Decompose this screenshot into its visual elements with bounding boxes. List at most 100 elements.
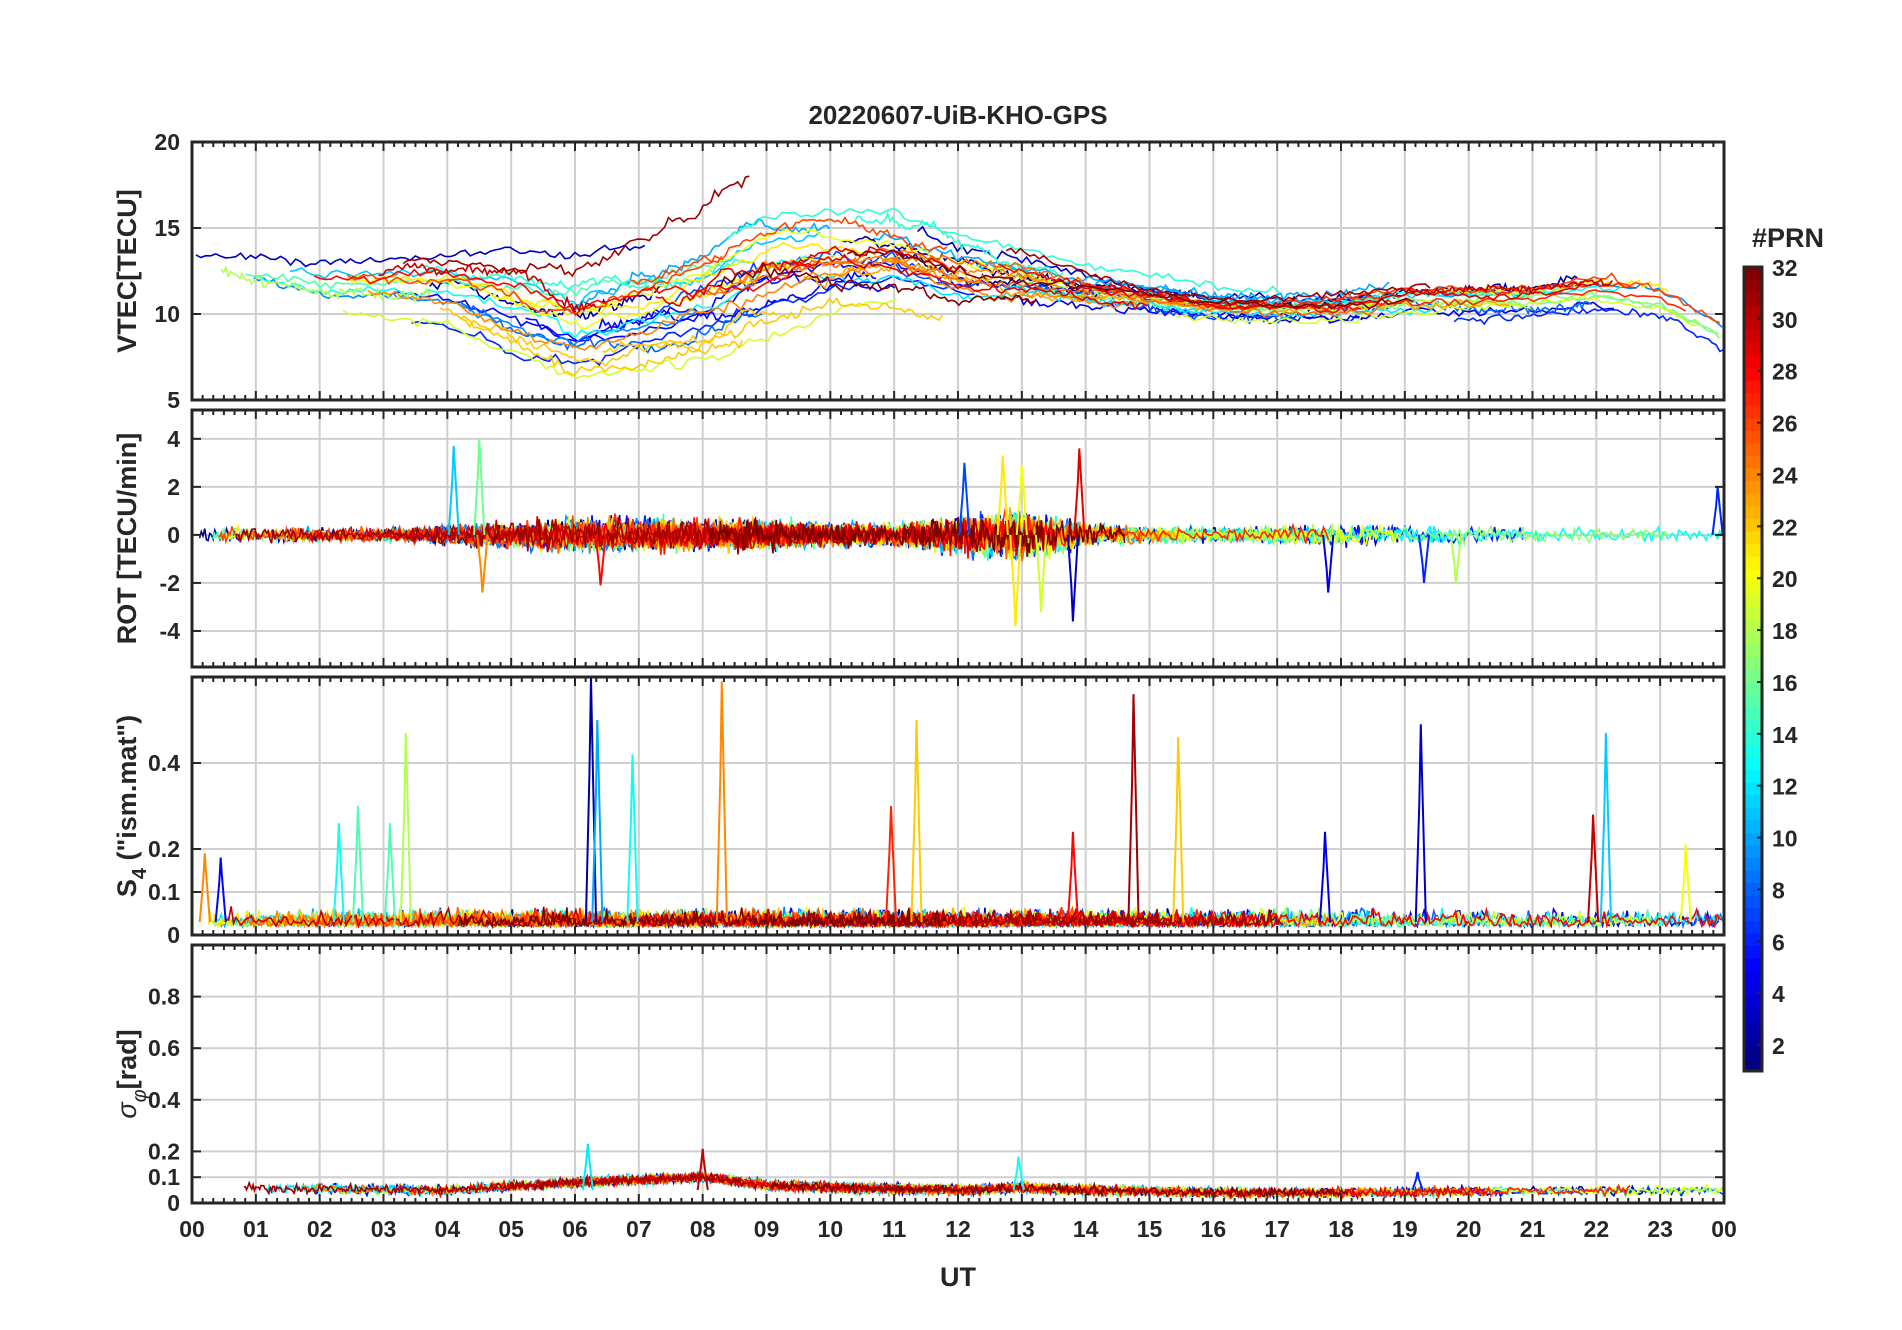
x-tick-label: 11 bbox=[882, 1216, 907, 1242]
series-line-prn-30 bbox=[378, 262, 597, 313]
series-line-prn-10 bbox=[1092, 279, 1390, 302]
x-tick-label: 17 bbox=[1264, 1216, 1290, 1242]
spike-prn-3 bbox=[1414, 724, 1427, 923]
series-line-prn-22 bbox=[602, 297, 944, 354]
series-group bbox=[198, 677, 1724, 930]
x-tick-label: 04 bbox=[435, 1216, 461, 1242]
series-group bbox=[198, 438, 1724, 627]
y-axis-label-rot: ROT [TECU/min] bbox=[112, 433, 142, 644]
spike-prn-16 bbox=[473, 438, 486, 535]
spike-prn-18 bbox=[1449, 534, 1462, 584]
series-line-prn-22 bbox=[454, 308, 778, 368]
panel-vtec: 5 10 15 20 VTEC[TECU] bbox=[112, 129, 1726, 413]
panel-sigma_phi: 00.10.2 0.4 0.6 0.8 σφ[rad] bbox=[112, 943, 1726, 1216]
series-line-prn-31 bbox=[1005, 247, 1431, 303]
colorbar-segment bbox=[1744, 807, 1762, 821]
colorbar-segment bbox=[1744, 480, 1762, 494]
series-line-prn-32 bbox=[846, 249, 1414, 310]
spike-prn-13 bbox=[332, 823, 345, 923]
colorbar-tick-label: 32 bbox=[1772, 255, 1798, 281]
series-line-prn-6 bbox=[1453, 306, 1724, 353]
series-group bbox=[243, 1143, 1724, 1202]
colorbar-segment bbox=[1744, 430, 1762, 444]
colorbar-segment bbox=[1744, 706, 1762, 720]
spike-prn-19 bbox=[1034, 534, 1048, 612]
colorbar-segment bbox=[1744, 844, 1762, 859]
colorbar-tick-label: 4 bbox=[1772, 981, 1785, 1007]
y-tick-label: 0.1 bbox=[148, 1164, 180, 1190]
series-line-prn-32 bbox=[707, 515, 1126, 557]
spike-prn-28 bbox=[594, 534, 607, 586]
series-line-prn-14 bbox=[726, 207, 1280, 294]
y-tick-label: 4 bbox=[167, 426, 180, 452]
y-tick-label: 0.2 bbox=[148, 836, 180, 862]
colorbar-segment bbox=[1744, 744, 1762, 758]
spike-prn-5 bbox=[214, 857, 227, 923]
spike-prn-29 bbox=[1073, 448, 1086, 535]
colorbar-segment bbox=[1744, 819, 1762, 833]
x-tick-label: 03 bbox=[371, 1216, 397, 1242]
y-tick-label: 0.6 bbox=[148, 1035, 180, 1061]
colorbar-segment bbox=[1744, 606, 1762, 620]
colorbar-tick-label: 14 bbox=[1772, 722, 1798, 748]
colorbar-segment bbox=[1744, 455, 1762, 469]
colorbar-segment bbox=[1744, 631, 1762, 645]
colorbar-segment bbox=[1744, 442, 1762, 457]
colorbar-segment bbox=[1744, 568, 1762, 582]
x-tick-label: 01 bbox=[243, 1216, 269, 1242]
colorbar-segment bbox=[1744, 304, 1762, 318]
spike-prn-20 bbox=[1679, 844, 1692, 923]
x-tick-label: 05 bbox=[498, 1216, 524, 1242]
series-line-prn-28 bbox=[926, 906, 1723, 929]
x-tick-label: 08 bbox=[690, 1216, 716, 1242]
colorbar-segment bbox=[1744, 832, 1762, 846]
colorbar-segment bbox=[1744, 756, 1762, 771]
spike-prn-30 bbox=[696, 1148, 709, 1191]
colorbar-segment bbox=[1744, 317, 1762, 331]
series-line-prn-24 bbox=[367, 267, 870, 351]
series-line-prn-19 bbox=[342, 299, 897, 380]
colorbar-segment bbox=[1744, 493, 1762, 507]
spike-prn-24 bbox=[476, 534, 489, 593]
y-axis-label-vtec: VTEC[TECU] bbox=[112, 189, 142, 353]
series-line-prn-19 bbox=[1176, 294, 1700, 327]
colorbar-segment bbox=[1744, 782, 1762, 796]
colorbar-segment bbox=[1744, 329, 1762, 343]
series-line-prn-31 bbox=[402, 175, 750, 278]
spike-prn-24 bbox=[715, 681, 728, 923]
series-line-prn-6 bbox=[411, 275, 975, 367]
x-tick-label: 20 bbox=[1456, 1216, 1482, 1242]
spike-prn-2 bbox=[584, 677, 598, 923]
colorbar-segment bbox=[1744, 468, 1762, 482]
colorbar-title: #PRN bbox=[1752, 223, 1824, 253]
y-tick-label: 0 bbox=[167, 1190, 180, 1216]
series-line-prn-29 bbox=[655, 245, 968, 307]
y-tick-label: 0 bbox=[167, 522, 180, 548]
colorbar-tick-label: 28 bbox=[1772, 359, 1798, 385]
series-line-prn-32 bbox=[457, 906, 947, 930]
colorbar-tick-label: 30 bbox=[1772, 307, 1798, 333]
colorbar-frame bbox=[1742, 265, 1764, 1073]
spike-prn-13 bbox=[626, 754, 639, 923]
x-tick-label: 19 bbox=[1392, 1216, 1418, 1242]
series-line-prn-29 bbox=[783, 253, 1148, 311]
series-line-prn-28 bbox=[314, 264, 815, 317]
x-tick-label: 02 bbox=[307, 1216, 333, 1242]
y-tick-label: 10 bbox=[154, 301, 180, 327]
y-tick-label: 0.4 bbox=[148, 1087, 180, 1113]
x-tick-label: 12 bbox=[945, 1216, 971, 1242]
colorbar-segment bbox=[1744, 1008, 1762, 1022]
y-tick-label: -4 bbox=[160, 618, 181, 644]
spike-prn-4 bbox=[1318, 831, 1332, 923]
spike-prn-21 bbox=[996, 455, 1009, 535]
spike-prn-12 bbox=[581, 1143, 594, 1191]
x-tick-label: 23 bbox=[1647, 1216, 1673, 1242]
x-tick-label: 21 bbox=[1520, 1216, 1546, 1242]
colorbar-tick-label: 2 bbox=[1772, 1033, 1785, 1059]
y-tick-label: 20 bbox=[154, 129, 180, 155]
colorbar-tick-label: 8 bbox=[1772, 877, 1785, 903]
chart-title: 20220607-UiB-KHO-GPS bbox=[808, 100, 1107, 130]
colorbar-segment bbox=[1744, 1020, 1762, 1034]
